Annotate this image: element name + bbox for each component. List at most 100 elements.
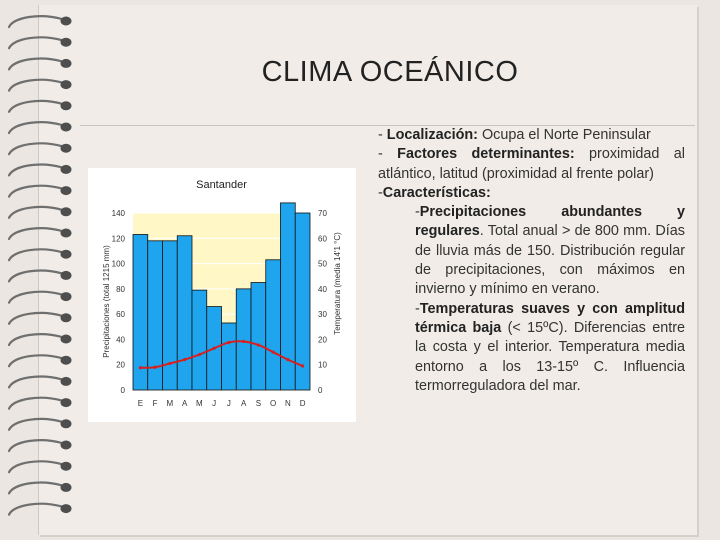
temperature-point bbox=[183, 358, 187, 362]
spiral-loop bbox=[7, 396, 64, 410]
spiral-loop bbox=[7, 354, 64, 368]
binding-hole bbox=[60, 504, 72, 514]
y-tick-label: 40 bbox=[116, 335, 125, 344]
spiral-loop bbox=[7, 227, 64, 241]
factors-paragraph: - Factores determinantes: proximidad al … bbox=[378, 145, 685, 184]
spiral-loop bbox=[7, 269, 64, 283]
binding-hole bbox=[60, 482, 72, 492]
temperature-point bbox=[242, 339, 246, 344]
location-text: Ocupa el Norte Peninsular bbox=[477, 127, 651, 143]
location-label: Localización: bbox=[386, 127, 478, 143]
binding-hole bbox=[60, 143, 72, 153]
spiral-loop bbox=[7, 439, 64, 453]
precipitation-bar bbox=[250, 282, 267, 391]
month-label: D bbox=[300, 399, 306, 408]
temperature-point bbox=[227, 340, 231, 345]
climograph-chart: Santander 0 20 40 60 80 100 120 140 0 10 20 30 40 50 60… bbox=[88, 168, 356, 422]
temperature-point bbox=[301, 364, 305, 368]
binding-hole bbox=[60, 334, 72, 344]
y2-tick-label: 0 bbox=[318, 386, 323, 395]
y-tick-label: 120 bbox=[112, 234, 126, 243]
spiral-loop bbox=[7, 163, 64, 177]
month-label: N bbox=[285, 399, 291, 408]
y-tick-label: 60 bbox=[116, 310, 125, 319]
month-label: J bbox=[212, 399, 216, 408]
month-label: A bbox=[182, 399, 188, 408]
precipitation-label: Precipitaciones abundantes y regulares bbox=[415, 204, 685, 240]
binding-hole bbox=[60, 313, 72, 323]
y2-tick-label: 20 bbox=[318, 335, 327, 344]
precipitation-bar bbox=[235, 288, 252, 391]
spiral-loop bbox=[7, 184, 64, 198]
characteristics-heading: -Características: bbox=[378, 184, 685, 203]
temperature-label: Temperaturas suaves y con amplitud térmi… bbox=[415, 300, 685, 336]
factors-dash: - bbox=[378, 146, 398, 163]
precipitation-paragraph: -Precipitaciones abundantes y regulares.… bbox=[378, 203, 685, 299]
binding-hole bbox=[60, 376, 72, 386]
binding-hole bbox=[60, 186, 72, 196]
title-divider bbox=[80, 125, 695, 126]
slide-body-text: - Localización: Ocupa el Norte Peninsula… bbox=[378, 126, 685, 396]
temperature-point bbox=[271, 350, 275, 354]
precipitation-bar bbox=[162, 240, 178, 391]
precipitation-bar bbox=[265, 259, 281, 391]
month-label: O bbox=[270, 399, 276, 408]
precipitation-dash: - bbox=[415, 204, 420, 221]
precipitation-bar bbox=[191, 289, 208, 391]
temperature-point bbox=[256, 343, 260, 347]
spiral-loop bbox=[7, 99, 64, 113]
binding-hole bbox=[60, 58, 72, 68]
spiral-loop bbox=[7, 481, 64, 495]
temperature-point bbox=[168, 361, 172, 366]
slide-title: CLIMA OCEÁNICO bbox=[261, 56, 519, 88]
spiral-loop bbox=[7, 15, 64, 29]
spiral-loop bbox=[7, 290, 64, 304]
temperature-paragraph: -Temperaturas suaves y con amplitud térm… bbox=[378, 300, 685, 396]
binding-hole bbox=[60, 80, 72, 90]
location-paragraph: - Localización: Ocupa el Norte Peninsula… bbox=[378, 126, 685, 145]
spiral-loop bbox=[7, 311, 64, 325]
binding-hole bbox=[60, 419, 72, 429]
month-label: A bbox=[241, 399, 247, 408]
binding-hole bbox=[60, 355, 72, 365]
temperature-point bbox=[212, 346, 216, 350]
location-dash: - bbox=[378, 127, 387, 143]
factors-text: proximidad al atlántico, latitud (proxim… bbox=[378, 146, 685, 182]
spiral-loop bbox=[7, 142, 64, 156]
precipitation-text: . Total anual > de 800 mm. Días de lluvi… bbox=[415, 223, 685, 298]
binding-hole bbox=[60, 249, 72, 259]
y-axis-label: Precipitaciones (total 1215 mm) bbox=[102, 245, 111, 358]
y2-axis-label: Temperatura (media 14'1 °C) bbox=[333, 232, 342, 335]
binding-hole bbox=[60, 122, 72, 132]
spiral-loop bbox=[7, 417, 64, 431]
month-label: E bbox=[138, 399, 143, 408]
temperature-point bbox=[138, 366, 142, 370]
y2-tick-label: 30 bbox=[318, 310, 327, 319]
spiral-loop bbox=[7, 78, 64, 92]
temperature-point bbox=[286, 358, 290, 362]
characteristics-dash: - bbox=[378, 184, 383, 201]
temperature-point bbox=[153, 365, 157, 369]
chart-title: Santander bbox=[196, 179, 247, 191]
spiral-loop bbox=[7, 248, 64, 262]
binding-hole bbox=[60, 228, 72, 238]
spiral-loop bbox=[7, 502, 64, 516]
binding-hole bbox=[60, 37, 72, 47]
spiral-loop bbox=[7, 121, 64, 135]
binding-hole bbox=[60, 440, 72, 450]
y2-tick-label: 40 bbox=[318, 285, 327, 294]
month-label: J bbox=[227, 399, 231, 408]
binding-hole bbox=[60, 207, 72, 217]
spiral-loop bbox=[7, 36, 64, 50]
binding-hole bbox=[60, 16, 72, 26]
binding-hole bbox=[60, 398, 72, 408]
binding-hole bbox=[60, 101, 72, 111]
spiral-loop bbox=[7, 205, 64, 219]
spiral-loop bbox=[7, 460, 64, 474]
precipitation-bar bbox=[176, 235, 193, 391]
y-tick-label: 80 bbox=[116, 285, 125, 294]
binding-hole bbox=[60, 270, 72, 280]
climograph-svg: Santander 0 20 40 60 80 100 120 140 0 10 20 30 40 50 60… bbox=[88, 168, 356, 422]
binding-hole bbox=[60, 461, 72, 471]
